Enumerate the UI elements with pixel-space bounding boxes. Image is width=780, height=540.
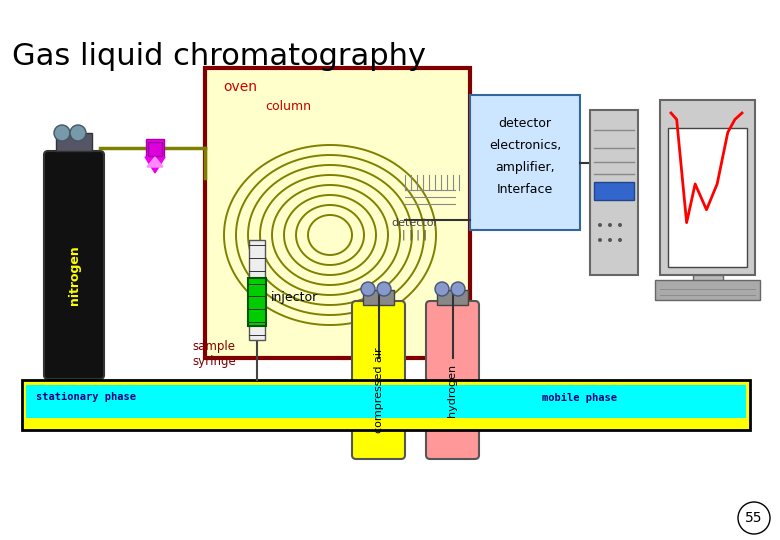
Circle shape xyxy=(618,223,622,227)
Text: Interface: Interface xyxy=(497,183,553,196)
Circle shape xyxy=(54,125,70,141)
FancyBboxPatch shape xyxy=(426,301,479,459)
Text: 55: 55 xyxy=(745,511,763,525)
Text: electronics,: electronics, xyxy=(489,139,561,152)
Bar xyxy=(148,142,162,156)
Bar xyxy=(22,380,750,430)
Bar xyxy=(470,95,580,230)
Bar xyxy=(146,139,164,157)
Bar xyxy=(248,278,266,326)
Circle shape xyxy=(70,125,86,141)
FancyBboxPatch shape xyxy=(352,301,405,459)
Circle shape xyxy=(451,282,465,296)
Text: detector: detector xyxy=(498,117,551,130)
Bar xyxy=(26,385,746,418)
Circle shape xyxy=(377,282,391,296)
Text: amplifier,: amplifier, xyxy=(495,161,555,174)
Bar xyxy=(590,110,638,275)
Bar xyxy=(594,182,634,200)
Circle shape xyxy=(738,502,770,534)
Polygon shape xyxy=(145,157,165,173)
Text: sample
syringe: sample syringe xyxy=(192,340,236,368)
Bar xyxy=(655,280,760,300)
Text: Gas liquid chromatography: Gas liquid chromatography xyxy=(12,42,426,71)
Circle shape xyxy=(608,223,612,227)
Bar xyxy=(693,275,722,283)
Bar xyxy=(437,290,468,305)
Text: | | | |: | | | | xyxy=(402,230,427,240)
Bar xyxy=(205,68,470,358)
Polygon shape xyxy=(147,157,163,167)
Text: mobile phase: mobile phase xyxy=(542,393,617,403)
Text: stationary phase: stationary phase xyxy=(36,392,136,402)
Text: detector: detector xyxy=(392,218,438,228)
Circle shape xyxy=(598,223,602,227)
Bar xyxy=(249,240,265,340)
Text: nitrogen: nitrogen xyxy=(68,245,80,305)
Text: column: column xyxy=(265,100,311,113)
Bar xyxy=(363,290,394,305)
Circle shape xyxy=(618,238,622,242)
Text: injector: injector xyxy=(271,292,318,305)
Circle shape xyxy=(608,238,612,242)
Text: compressed air: compressed air xyxy=(374,347,384,433)
Bar xyxy=(668,128,747,267)
Bar xyxy=(56,133,92,151)
Circle shape xyxy=(598,238,602,242)
Circle shape xyxy=(361,282,375,296)
Circle shape xyxy=(435,282,449,296)
Bar xyxy=(660,100,755,275)
FancyBboxPatch shape xyxy=(44,151,104,379)
Text: oven: oven xyxy=(223,80,257,94)
Text: hydrogen: hydrogen xyxy=(448,363,458,416)
